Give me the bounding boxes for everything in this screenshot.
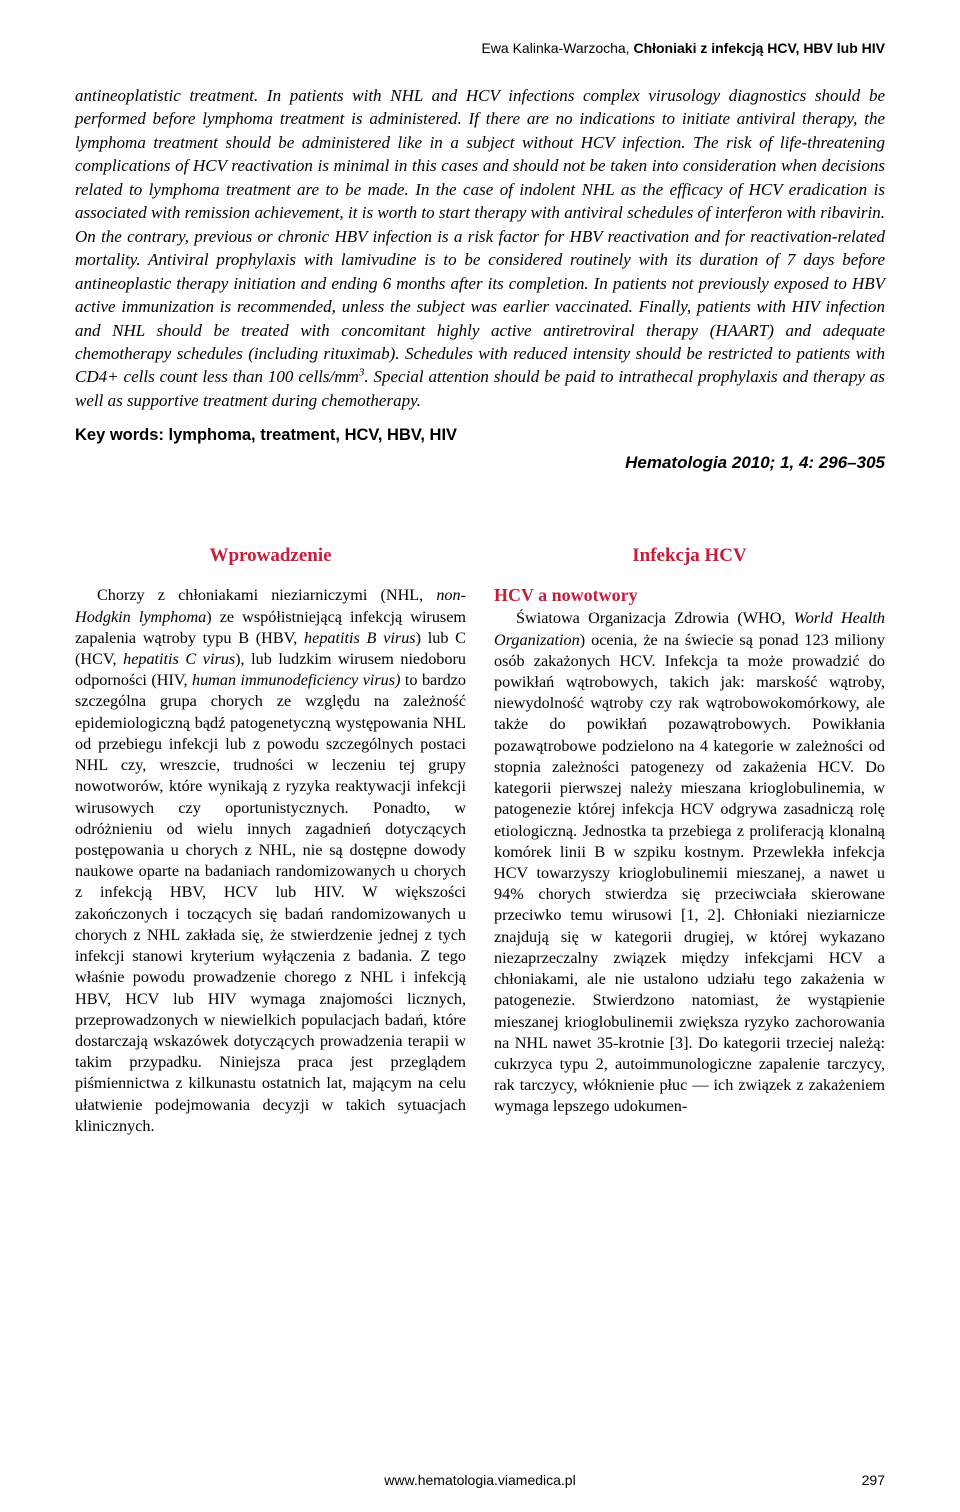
abstract-text-1: antineoplatistic treatment. In patients … (75, 86, 885, 386)
header-author: Ewa Kalinka-Warzocha, (481, 40, 629, 56)
running-header: Ewa Kalinka-Warzocha, Chłoniaki z infekc… (75, 40, 885, 56)
page-footer: www.hematologia.viamedica.pl 297 (75, 1472, 885, 1488)
section-heading-intro: Wprowadzenie (75, 545, 466, 567)
left-text-post: to bardzo szczególna grupa chorych ze wz… (75, 671, 466, 1135)
right-text-pre: Światowa Organizacja Zdrowia (WHO, (516, 609, 794, 627)
left-italic-4: human immunodeficiency virus) (192, 671, 401, 689)
left-italic-2: hepatitis B virus (304, 629, 416, 647)
footer-url: www.hematologia.viamedica.pl (115, 1472, 845, 1488)
section-heading-hcv: Infekcja HCV (494, 545, 885, 567)
two-column-layout: Wprowadzenie Chorzy z chłoniakami niezia… (75, 545, 885, 1137)
left-column: Wprowadzenie Chorzy z chłoniakami niezia… (75, 545, 466, 1137)
citation: Hematologia 2010; 1, 4: 296–305 (75, 453, 885, 473)
left-text-pre: Chorzy z chłoniakami nieziarniczymi (NHL… (97, 586, 436, 604)
footer-page-number: 297 (845, 1472, 885, 1488)
left-body-paragraph: Chorzy z chłoniakami nieziarniczymi (NHL… (75, 585, 466, 1137)
subheading-hcv-tumors: HCV a nowotwory (494, 585, 885, 606)
header-title: Chłoniaki z infekcją HCV, HBV lub HIV (633, 40, 885, 56)
right-text-post: ) ocenia, że na świecie są ponad 123 mil… (494, 631, 885, 1116)
footer-spacer (75, 1472, 115, 1488)
keywords-label: Key words: (75, 426, 164, 444)
right-column: Infekcja HCV HCV a nowotwory Światowa Or… (494, 545, 885, 1137)
right-body-paragraph: Światowa Organizacja Zdrowia (WHO, World… (494, 608, 885, 1117)
abstract-paragraph: antineoplatistic treatment. In patients … (75, 84, 885, 412)
left-italic-3: hepatitis C virus (123, 650, 235, 668)
keywords-line: Key words: lymphoma, treatment, HCV, HBV… (75, 426, 885, 445)
keywords-values: lymphoma, treatment, HCV, HBV, HIV (169, 426, 458, 444)
